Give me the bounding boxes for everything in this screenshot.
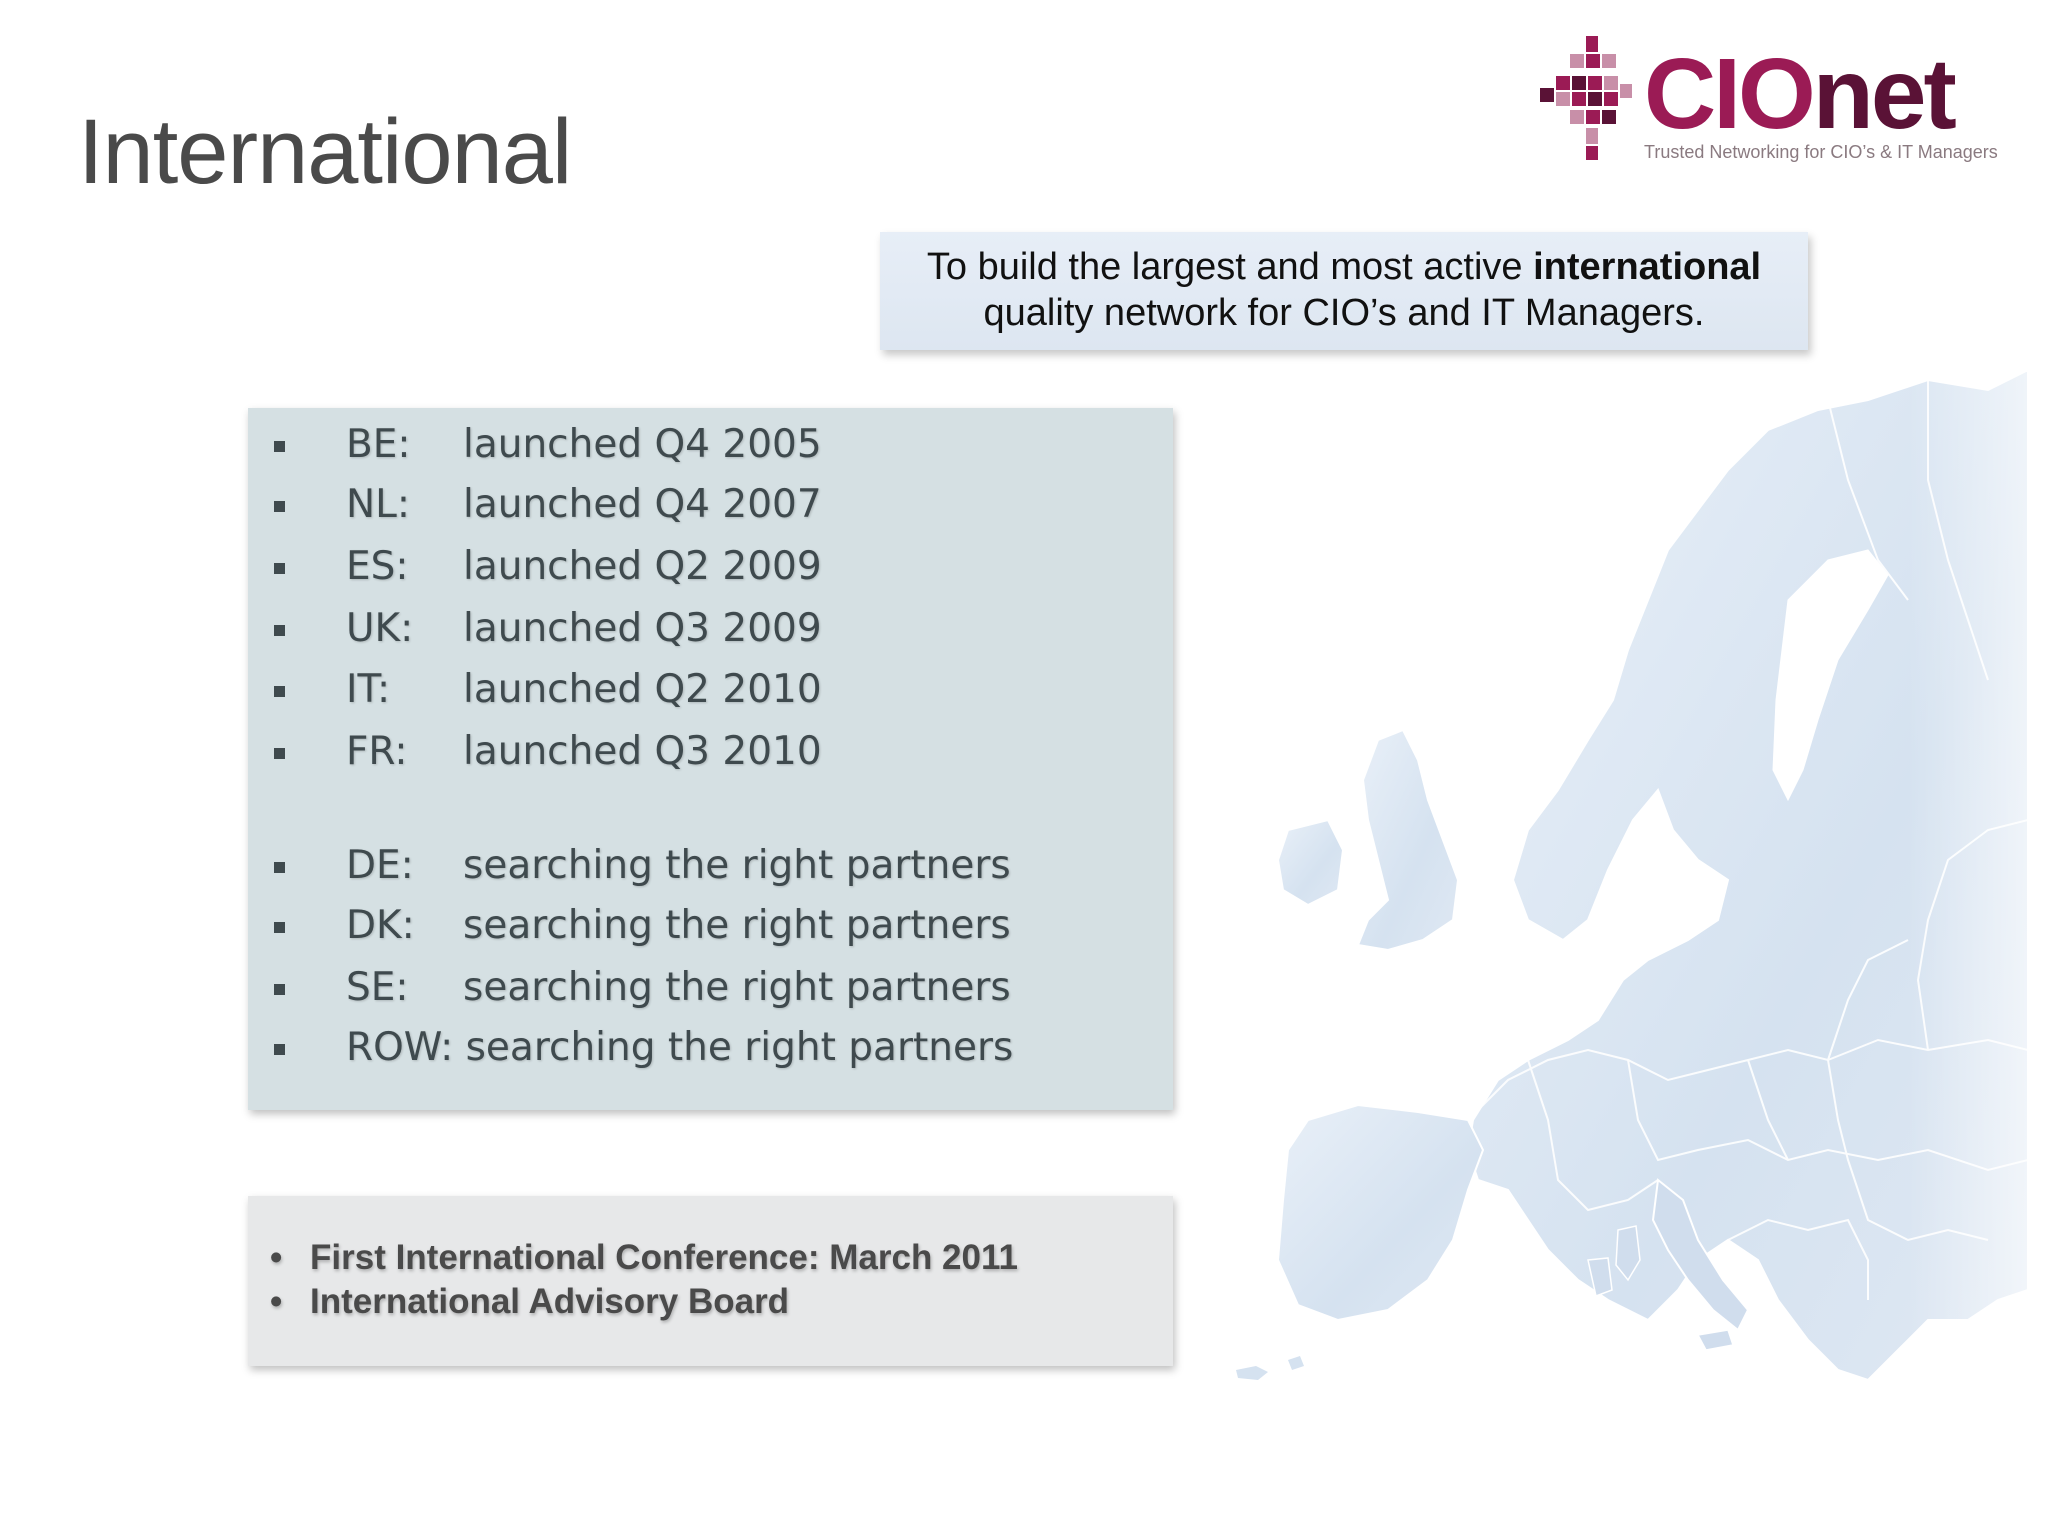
launch-item: ROW: searching the right partners	[248, 1025, 1148, 1077]
square-bullet-icon	[274, 922, 285, 933]
launch-status: launched Q4 2007	[463, 482, 822, 527]
launch-status: searching the right partners	[463, 843, 1011, 888]
square-bullet-icon	[274, 686, 285, 697]
logo-wordmark: CIOnet	[1644, 44, 1957, 144]
country-code: DK:	[346, 903, 415, 948]
logo-grid-icon	[1540, 36, 1632, 160]
country-code: DE:	[346, 843, 414, 888]
country-code: NL:	[346, 482, 411, 527]
mission-line-2: quality network for CIO’s and IT Manager…	[983, 292, 1705, 334]
mission-statement: To build the largest and most active int…	[880, 232, 1808, 350]
event-text: First International Conference: March 20…	[310, 1238, 1018, 1277]
logo-wordmark-net: net	[1812, 38, 1957, 150]
mission-text-before: To build the largest and most active	[926, 246, 1534, 288]
launch-item: BE: launched Q4 2005	[248, 422, 1148, 474]
launch-item: ES: launched Q2 2009	[248, 544, 1148, 596]
slide-title: International	[78, 101, 572, 203]
events-box: • First International Conference: March …	[248, 1196, 1173, 1366]
country-code: FR:	[346, 729, 408, 774]
europe-map-image	[1228, 360, 2028, 1388]
bullet-dot-icon: •	[270, 1282, 283, 1321]
mission-text-bold: international	[1533, 246, 1762, 288]
logo-tagline: Trusted Networking for CIO’s & IT Manage…	[1644, 142, 1998, 162]
square-bullet-icon	[274, 1044, 285, 1055]
square-bullet-icon	[274, 862, 285, 873]
launch-status: searching the right partners	[463, 965, 1011, 1010]
launch-status: launched Q2 2009	[463, 544, 822, 589]
launch-row-text: ROW: searching the right partners	[346, 1025, 1014, 1070]
mission-line-1: To build the largest and most active int…	[880, 244, 1808, 290]
launch-item: FR: launched Q3 2010	[248, 729, 1148, 781]
cionet-logo: CIOnet Trusted Networking for CIO’s & IT…	[1540, 36, 2020, 172]
launch-status: launched Q3 2009	[463, 606, 822, 651]
country-code: SE:	[346, 965, 409, 1010]
square-bullet-icon	[274, 984, 285, 995]
launch-status: searching the right partners	[463, 903, 1011, 948]
bullet-dot-icon: •	[270, 1238, 283, 1277]
logo-wordmark-cio: CIO	[1644, 38, 1816, 150]
event-text: International Advisory Board	[310, 1282, 790, 1321]
square-bullet-icon	[274, 563, 285, 574]
launch-item: SE: searching the right partners	[248, 965, 1148, 1017]
square-bullet-icon	[274, 748, 285, 759]
launch-item: DK: searching the right partners	[248, 903, 1148, 955]
launch-item: NL: launched Q4 2007	[248, 482, 1148, 534]
launch-status: launched Q4 2005	[463, 422, 822, 467]
square-bullet-icon	[274, 625, 285, 636]
launch-item: IT: launched Q2 2010	[248, 667, 1148, 719]
launch-item: DE: searching the right partners	[248, 843, 1148, 895]
launch-status: launched Q3 2010	[463, 729, 822, 774]
event-item: • International Advisory Board	[248, 1282, 1148, 1326]
country-code: IT:	[346, 667, 391, 712]
square-bullet-icon	[274, 501, 285, 512]
launch-status: launched Q2 2010	[463, 667, 822, 712]
country-code: ES:	[346, 544, 409, 589]
launch-status-box: BE: launched Q4 2005 NL: launched Q4 200…	[248, 408, 1173, 1110]
event-item: • First International Conference: March …	[248, 1238, 1148, 1282]
country-code: BE:	[346, 422, 411, 467]
launch-item: UK: launched Q3 2009	[248, 606, 1148, 658]
square-bullet-icon	[274, 441, 285, 452]
country-code: UK:	[346, 606, 414, 651]
